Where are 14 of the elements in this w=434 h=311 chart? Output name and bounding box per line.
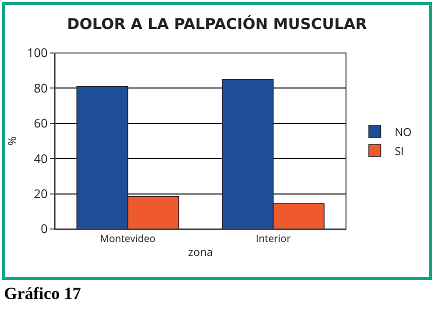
- y-tick-label: 100: [27, 44, 48, 62]
- chart-title: DOLOR A LA PALPACIÓN MUSCULAR: [67, 15, 368, 34]
- text: Gráfico 17: [4, 284, 81, 304]
- y-tick-label: 60: [34, 114, 48, 132]
- y-tick-label: 40: [34, 150, 48, 167]
- y-axis-title: %: [5, 136, 20, 146]
- y-tick-label: 20: [34, 185, 48, 202]
- x-tick-label: Interior: [256, 231, 291, 245]
- legend-label: SI: [394, 144, 404, 159]
- y-tick-label: 80: [34, 79, 48, 96]
- x-axis-title: zona: [188, 245, 213, 260]
- x-tick-label: Montevideo: [100, 231, 156, 245]
- legend-label: NO: [394, 124, 412, 140]
- y-tick-label: 0: [40, 220, 48, 238]
